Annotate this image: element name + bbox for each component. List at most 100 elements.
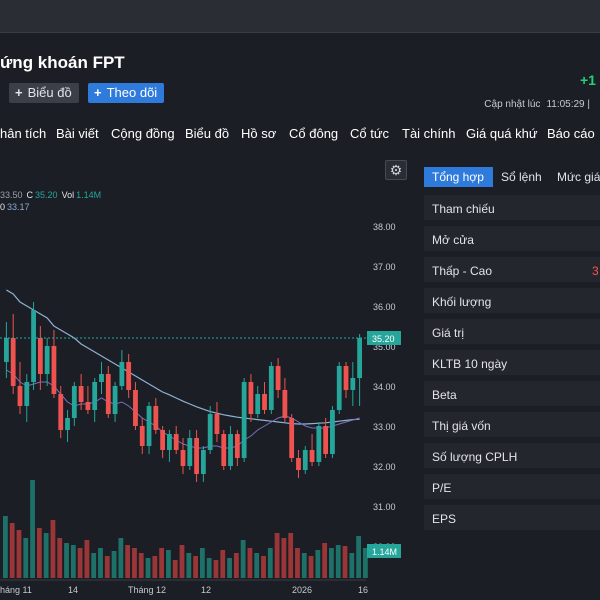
volume-bar	[30, 480, 35, 578]
volume-bar	[227, 558, 232, 578]
stat-value: 3	[592, 264, 599, 278]
candle-body	[241, 382, 247, 458]
candle-body	[167, 434, 172, 450]
candle-body	[24, 382, 30, 406]
candle-body	[234, 434, 240, 458]
candle-body	[316, 426, 322, 462]
volume-bar	[64, 543, 69, 578]
legend-ma: 33.17	[7, 202, 30, 212]
volume-bar	[98, 548, 103, 578]
candle-body	[119, 362, 125, 386]
candle-body	[296, 458, 301, 470]
chart-button-label: Biểu đồ	[27, 85, 72, 100]
volume-bar	[199, 548, 205, 578]
volume-bar	[159, 548, 165, 578]
volume-bar	[349, 553, 355, 578]
nav-tab[interactable]: Giá quá khứ	[466, 126, 538, 141]
candle-body	[248, 382, 254, 414]
volume-bar	[213, 560, 219, 578]
ohlc-legend: 33.50 C 35.20 Vol 1.14M	[0, 190, 101, 200]
nav-tab[interactable]: Bài viết	[56, 126, 99, 141]
stat-label: Tham chiếu	[432, 202, 495, 216]
candle-body	[139, 426, 145, 446]
volume-bar	[125, 545, 131, 578]
tab-price-levels[interactable]: Mức giá	[557, 170, 600, 184]
stat-label: Khối lượng	[432, 295, 492, 309]
volume-bar	[132, 548, 137, 578]
volume-bar	[3, 516, 8, 578]
volume-bar	[166, 550, 171, 578]
stat-row: Khối lượng	[424, 288, 600, 316]
candle-body	[228, 434, 233, 466]
nav-tab[interactable]: Biểu đồ	[185, 126, 230, 141]
volume-bar	[288, 533, 294, 578]
candle-body	[330, 410, 335, 454]
volume-bar	[301, 553, 307, 578]
last-volume-label: 1.14M	[372, 547, 397, 557]
plus-icon: +	[15, 85, 23, 100]
nav-tab[interactable]: Cổ tức	[350, 126, 390, 141]
nav-tab[interactable]: hân tích	[0, 126, 47, 141]
candle-body	[357, 338, 362, 378]
candle-body	[10, 338, 16, 386]
nav-tab[interactable]: Cộng đồng	[111, 126, 175, 141]
volume-bar	[267, 548, 273, 578]
y-tick-label: 31.00	[373, 502, 396, 512]
stat-row: EPS	[424, 505, 600, 533]
candle-body	[207, 414, 213, 450]
volume-bar	[335, 545, 341, 578]
stat-label: EPS	[432, 512, 457, 526]
candle-body	[112, 386, 118, 414]
x-tick-label: 16	[358, 585, 368, 595]
chart-settings-button[interactable]: ⚙	[385, 160, 407, 180]
volume-bar	[308, 556, 314, 578]
y-tick-label: 32.00	[373, 462, 396, 472]
volume-bar	[254, 553, 260, 578]
volume-bar	[104, 556, 110, 578]
legend-low: 33.50	[0, 190, 23, 200]
candle-body	[309, 450, 315, 462]
volume-bar	[220, 550, 226, 578]
nav-tab[interactable]: Cổ đông	[289, 126, 339, 141]
volume-bar	[84, 540, 90, 578]
x-tick-label: 12	[201, 585, 211, 595]
tab-summary[interactable]: Tổng hợp	[424, 167, 493, 187]
candle-body	[51, 346, 57, 394]
candle-body	[180, 450, 186, 466]
volume-bar	[329, 548, 334, 578]
stat-row: Thị giá vốn	[424, 412, 600, 440]
nav-tab[interactable]: Tài chính	[402, 126, 456, 141]
last-price-tag	[367, 331, 401, 345]
updated-label: Cập nhật lúc	[484, 99, 541, 110]
price-change: +1	[580, 72, 596, 88]
candle-body	[105, 374, 111, 414]
volume-bar	[70, 545, 76, 578]
tab-order-book[interactable]: Sổ lệnh	[501, 170, 542, 184]
nav-tab[interactable]: Hồ sơ	[241, 126, 277, 141]
candle-body	[17, 386, 23, 406]
candle-body	[44, 346, 50, 374]
candle-body	[173, 434, 179, 450]
candle-body	[343, 366, 349, 390]
tab-nav: hân tích Bài viết Cộng đồng Biểu đồ Hồ s…	[0, 126, 600, 142]
stat-label: Số lượng CPLH	[432, 450, 518, 464]
stat-label: P/E	[432, 481, 452, 495]
legend-vol-label: Vol	[61, 190, 75, 200]
volume-bar	[261, 556, 266, 578]
stat-row: KLTB 10 ngày	[424, 350, 600, 378]
nav-tab[interactable]: Báo cáo	[547, 126, 595, 141]
stat-row: Beta	[424, 381, 600, 409]
chart-button[interactable]: + Biểu đồ	[9, 83, 79, 103]
last-volume-tag	[367, 544, 401, 558]
candle-body	[37, 338, 43, 374]
price-chart[interactable]: 38.00 37.00 36.00 35.00 34.00 33.00 32.00 31.00…	[0, 153, 410, 600]
candle-body	[221, 434, 227, 466]
panel-tabs: Tổng hợp Sổ lệnh Mức giá	[424, 165, 600, 187]
volume-bar	[247, 548, 253, 578]
volume-bar	[322, 543, 328, 578]
legend-vol: 1.14M	[76, 190, 102, 200]
y-tick-label: 34.00	[373, 382, 396, 392]
volume-bar	[118, 538, 124, 578]
stat-label: Thấp - Cao	[432, 264, 493, 278]
follow-button[interactable]: + Theo dõi	[88, 83, 164, 103]
